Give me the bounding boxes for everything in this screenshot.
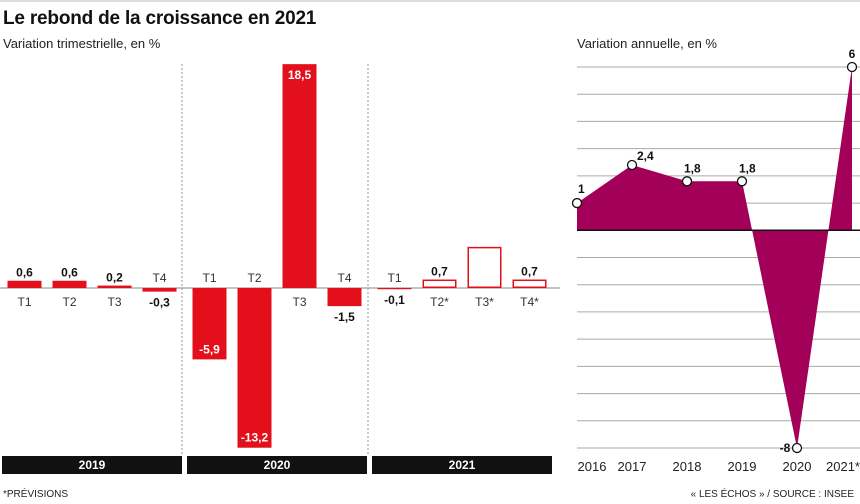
- year-band: [2, 456, 182, 474]
- annual-value-label: 1,8: [739, 161, 756, 175]
- year-band: [187, 456, 367, 474]
- quarterly-subtitle: Variation trimestrielle, en %: [3, 36, 161, 51]
- year-label: 2020: [264, 458, 291, 472]
- annual-value-label: -8: [780, 441, 791, 455]
- annual-point: [626, 159, 638, 171]
- quarter-label: T2: [247, 271, 261, 285]
- annual-point: [571, 197, 583, 209]
- year-label: 2021: [449, 458, 476, 472]
- annual-year-label: 2019: [728, 459, 757, 474]
- annual-value-label: 1,8: [684, 161, 701, 175]
- quarter-bar: [237, 288, 272, 448]
- quarter-label: T4: [152, 271, 166, 285]
- quarter-label: T3: [292, 295, 306, 309]
- quarter-label: T2*: [430, 295, 449, 309]
- quarter-value-label: 18,5: [288, 68, 312, 82]
- quarter-label: T1: [17, 295, 31, 309]
- quarter-value-label: 3,4: [476, 251, 493, 265]
- annual-point: [736, 176, 748, 187]
- quarter-value-label: 0,2: [106, 271, 123, 285]
- quarter-label: T3: [107, 295, 121, 309]
- quarter-bar: [422, 279, 457, 288]
- annual-subtitle: Variation annuelle, en %: [577, 36, 717, 51]
- quarter-value-label: -0,1: [384, 293, 405, 307]
- annual-year-label: 2021*: [826, 459, 860, 474]
- annual-year-label: 2017: [618, 459, 647, 474]
- quarter-bar: [467, 246, 502, 288]
- source-note: « LES ÉCHOS » / SOURCE : INSEE: [690, 489, 854, 500]
- annual-point: [846, 61, 858, 73]
- annual-year-label: 2020: [783, 459, 812, 474]
- annual-year-label: 2018: [673, 459, 702, 474]
- annual-area: [577, 67, 852, 448]
- quarter-value-label: -13,2: [241, 431, 269, 445]
- annual-point: [681, 176, 693, 187]
- year-band: [372, 456, 552, 474]
- quarter-bar: [327, 288, 362, 307]
- annual-year-label: 2016: [578, 459, 607, 474]
- chart-title: Le rebond de la croissance en 2021: [3, 8, 317, 29]
- quarter-label: T1: [202, 271, 216, 285]
- quarter-value-label: 0,6: [16, 266, 33, 280]
- quarter-label: T1: [387, 271, 401, 285]
- quarter-bar: [512, 279, 547, 288]
- quarter-value-label: -1,5: [334, 310, 355, 324]
- quarter-value-label: -0,3: [149, 296, 170, 310]
- quarter-value-label: 0,6: [61, 266, 78, 280]
- year-label: 2019: [79, 458, 106, 472]
- quarter-label: T2: [62, 295, 76, 309]
- quarter-label: T4*: [520, 295, 539, 309]
- quarter-bar: [7, 280, 42, 288]
- quarter-label: T4: [337, 271, 351, 285]
- annual-point: [791, 442, 803, 454]
- quarter-bar: [52, 280, 87, 288]
- quarter-value-label: -5,9: [199, 342, 220, 356]
- quarter-bar: [377, 288, 412, 290]
- forecast-footnote: *PRÉVISIONS: [3, 489, 69, 500]
- quarter-label: T3*: [475, 295, 494, 309]
- annual-value-label: 2,4: [637, 149, 654, 163]
- annual-value-label: 6: [849, 47, 856, 61]
- quarter-bar: [282, 64, 317, 289]
- quarter-bar: [142, 288, 177, 292]
- annual-value-label: 1: [578, 182, 585, 196]
- quarter-bar: [97, 285, 132, 288]
- quarter-value-label: 0,7: [431, 265, 448, 279]
- quarter-bar: [192, 288, 227, 360]
- quarter-value-label: 0,7: [521, 265, 538, 279]
